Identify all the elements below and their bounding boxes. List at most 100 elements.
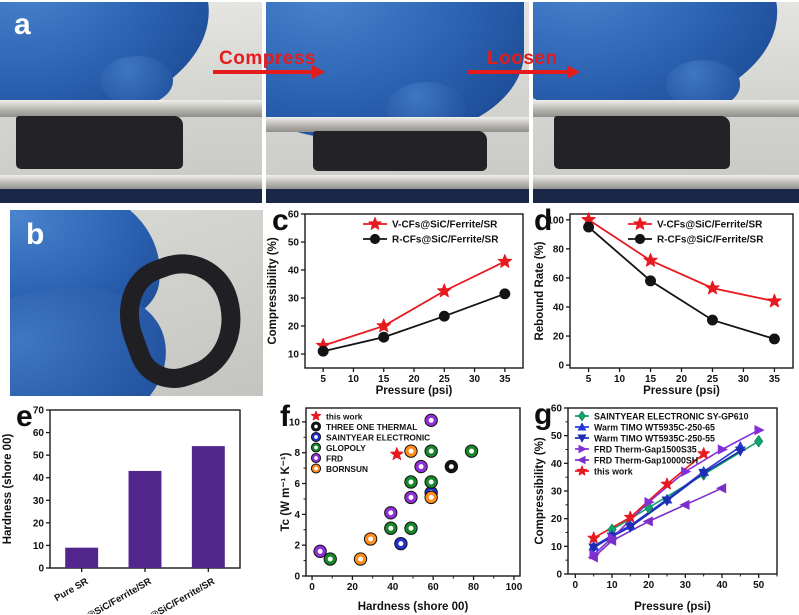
photo-compressed-state	[266, 2, 529, 203]
svg-text:5: 5	[320, 374, 326, 385]
svg-text:50: 50	[288, 238, 300, 249]
svg-text:40: 40	[716, 580, 728, 591]
chart-rebound-rate-vs-pressure: 0 20 40 60 80 100 5 10 15 20 25 30 35 Pressure (psi) R…	[532, 206, 799, 398]
svg-text:30: 30	[680, 580, 692, 591]
sample-block	[554, 115, 730, 169]
svg-text:20: 20	[288, 322, 300, 333]
svg-text:Warm TIMO WT5935C-250-55: Warm TIMO WT5935C-250-55	[594, 434, 715, 444]
svg-text:60: 60	[553, 273, 565, 284]
support-band	[0, 188, 262, 203]
panel-label-f: f	[280, 400, 290, 433]
svg-text:Pressure (psi): Pressure (psi)	[634, 601, 711, 613]
loosen-label: Loosen	[487, 48, 558, 69]
metal-plate-top	[0, 100, 262, 117]
support-band	[266, 188, 529, 203]
svg-text:50: 50	[753, 580, 765, 591]
svg-text:30: 30	[288, 294, 300, 305]
svg-text:30: 30	[33, 496, 45, 507]
svg-text:FRD: FRD	[326, 454, 343, 464]
svg-text:Tc (W m⁻¹ K⁻¹): Tc (W m⁻¹ K⁻¹)	[280, 452, 292, 531]
svg-text:50: 50	[33, 451, 45, 462]
svg-text:20: 20	[347, 582, 359, 593]
svg-text:Warm TIMO WT5935C-250-65: Warm TIMO WT5935C-250-65	[594, 423, 715, 433]
svg-text:25: 25	[439, 374, 451, 385]
svg-text:this work: this work	[326, 412, 363, 422]
panel-label-c: c	[272, 204, 289, 237]
svg-text:SAINTYEAR ELECTRONIC SY-GP610: SAINTYEAR ELECTRONIC SY-GP610	[594, 412, 749, 422]
sample-block	[313, 130, 487, 171]
svg-text:Pressure (psi): Pressure (psi)	[643, 385, 720, 397]
svg-text:30: 30	[469, 374, 481, 385]
svg-text:40: 40	[387, 582, 399, 593]
panel-label-a: a	[14, 8, 31, 41]
photo-bent-sample	[10, 210, 263, 396]
svg-text:V-CFs@SiC/Ferrite/SR: V-CFs@SiC/Ferrite/SR	[657, 220, 763, 231]
svg-text:10: 10	[289, 417, 301, 428]
metal-plate-top	[266, 116, 529, 132]
svg-text:40: 40	[288, 266, 300, 277]
svg-text:20: 20	[33, 518, 45, 529]
svg-text:0: 0	[556, 570, 562, 581]
svg-text:R-CFs@SiC/Ferrite/SR: R-CFs@SiC/Ferrite/SR	[392, 235, 499, 246]
svg-text:Compressibility (%): Compressibility (%)	[267, 237, 279, 345]
svg-text:60: 60	[33, 428, 45, 439]
svg-text:0: 0	[38, 564, 44, 575]
chart-hardness-bars: 0 10 20 30 40 50 60 70 Hardness (shore 00) Pure S…	[0, 398, 280, 615]
svg-text:BORNSUN: BORNSUN	[326, 464, 368, 474]
svg-text:Rebound Rate (%): Rebound Rate (%)	[534, 241, 546, 340]
svg-text:15: 15	[645, 374, 657, 385]
panel-label-e: e	[16, 400, 33, 433]
svg-text:10: 10	[348, 374, 360, 385]
svg-text:40: 40	[551, 459, 563, 470]
svg-text:R-CFs@SiC/Ferrite/SR: R-CFs@SiC/Ferrite/SR	[657, 235, 764, 246]
svg-text:0: 0	[573, 580, 579, 591]
metal-plate-bottom	[533, 174, 799, 190]
svg-text:10: 10	[33, 541, 45, 552]
loosen-arrow-icon	[468, 64, 580, 79]
photo-released-state	[533, 2, 799, 203]
svg-text:80: 80	[468, 582, 480, 593]
svg-text:SAINTYEAR ELECTRONIC: SAINTYEAR ELECTRONIC	[326, 433, 430, 443]
support-band	[533, 188, 799, 203]
svg-text:50: 50	[551, 431, 563, 442]
svg-text:30: 30	[738, 374, 750, 385]
compress-label: Compress	[219, 48, 316, 69]
svg-text:60: 60	[428, 582, 440, 593]
panel-label-g: g	[534, 398, 553, 431]
svg-text:5: 5	[586, 374, 592, 385]
glove-fingertip	[99, 56, 173, 105]
chart-tc-vs-hardness-scatter: 0 2 4 6 8 10 0 20 40 60 80 100 Hardness (shore 00) Tc…	[278, 398, 530, 614]
svg-text:20: 20	[676, 374, 688, 385]
svg-text:0: 0	[309, 582, 315, 593]
panel-label-b: b	[26, 218, 45, 251]
svg-text:100: 100	[506, 582, 523, 593]
svg-text:0: 0	[558, 361, 564, 372]
glove-fingertip	[666, 60, 741, 109]
svg-text:40: 40	[33, 473, 45, 484]
svg-text:Hardness (shore 00): Hardness (shore 00)	[358, 601, 469, 613]
svg-text:10: 10	[551, 542, 563, 553]
svg-text:25: 25	[707, 374, 719, 385]
svg-text:40: 40	[553, 302, 565, 313]
svg-text:FRD Therm-Gap10000SH: FRD Therm-Gap10000SH	[594, 456, 698, 466]
svg-text:80: 80	[553, 244, 565, 255]
svg-text:this work: this work	[594, 467, 633, 477]
svg-text:20: 20	[408, 374, 420, 385]
svg-text:35: 35	[769, 374, 781, 385]
svg-text:30: 30	[551, 487, 563, 498]
svg-text:FRD Therm-Gap1500S35: FRD Therm-Gap1500S35	[594, 445, 697, 455]
svg-text:Compressibility (%): Compressibility (%)	[534, 437, 546, 545]
chart-compressibility-comparison: 0 10 20 30 40 50 60 0 10 20 30 40 50 Pressure (psi) Co…	[532, 398, 799, 614]
metal-plate-bottom	[266, 174, 529, 190]
svg-text:15: 15	[378, 374, 390, 385]
svg-text:THREE ONE THERMAL: THREE ONE THERMAL	[326, 422, 417, 432]
panel-label-d: d	[534, 204, 553, 237]
svg-text:20: 20	[643, 580, 655, 591]
svg-text:10: 10	[614, 374, 626, 385]
svg-text:0: 0	[294, 572, 300, 583]
svg-text:20: 20	[551, 514, 563, 525]
sample-block	[15, 115, 184, 169]
svg-text:8: 8	[294, 448, 300, 459]
svg-text:V-CFs@SiC/Ferrite/SR: V-CFs@SiC/Ferrite/SR	[392, 220, 498, 231]
